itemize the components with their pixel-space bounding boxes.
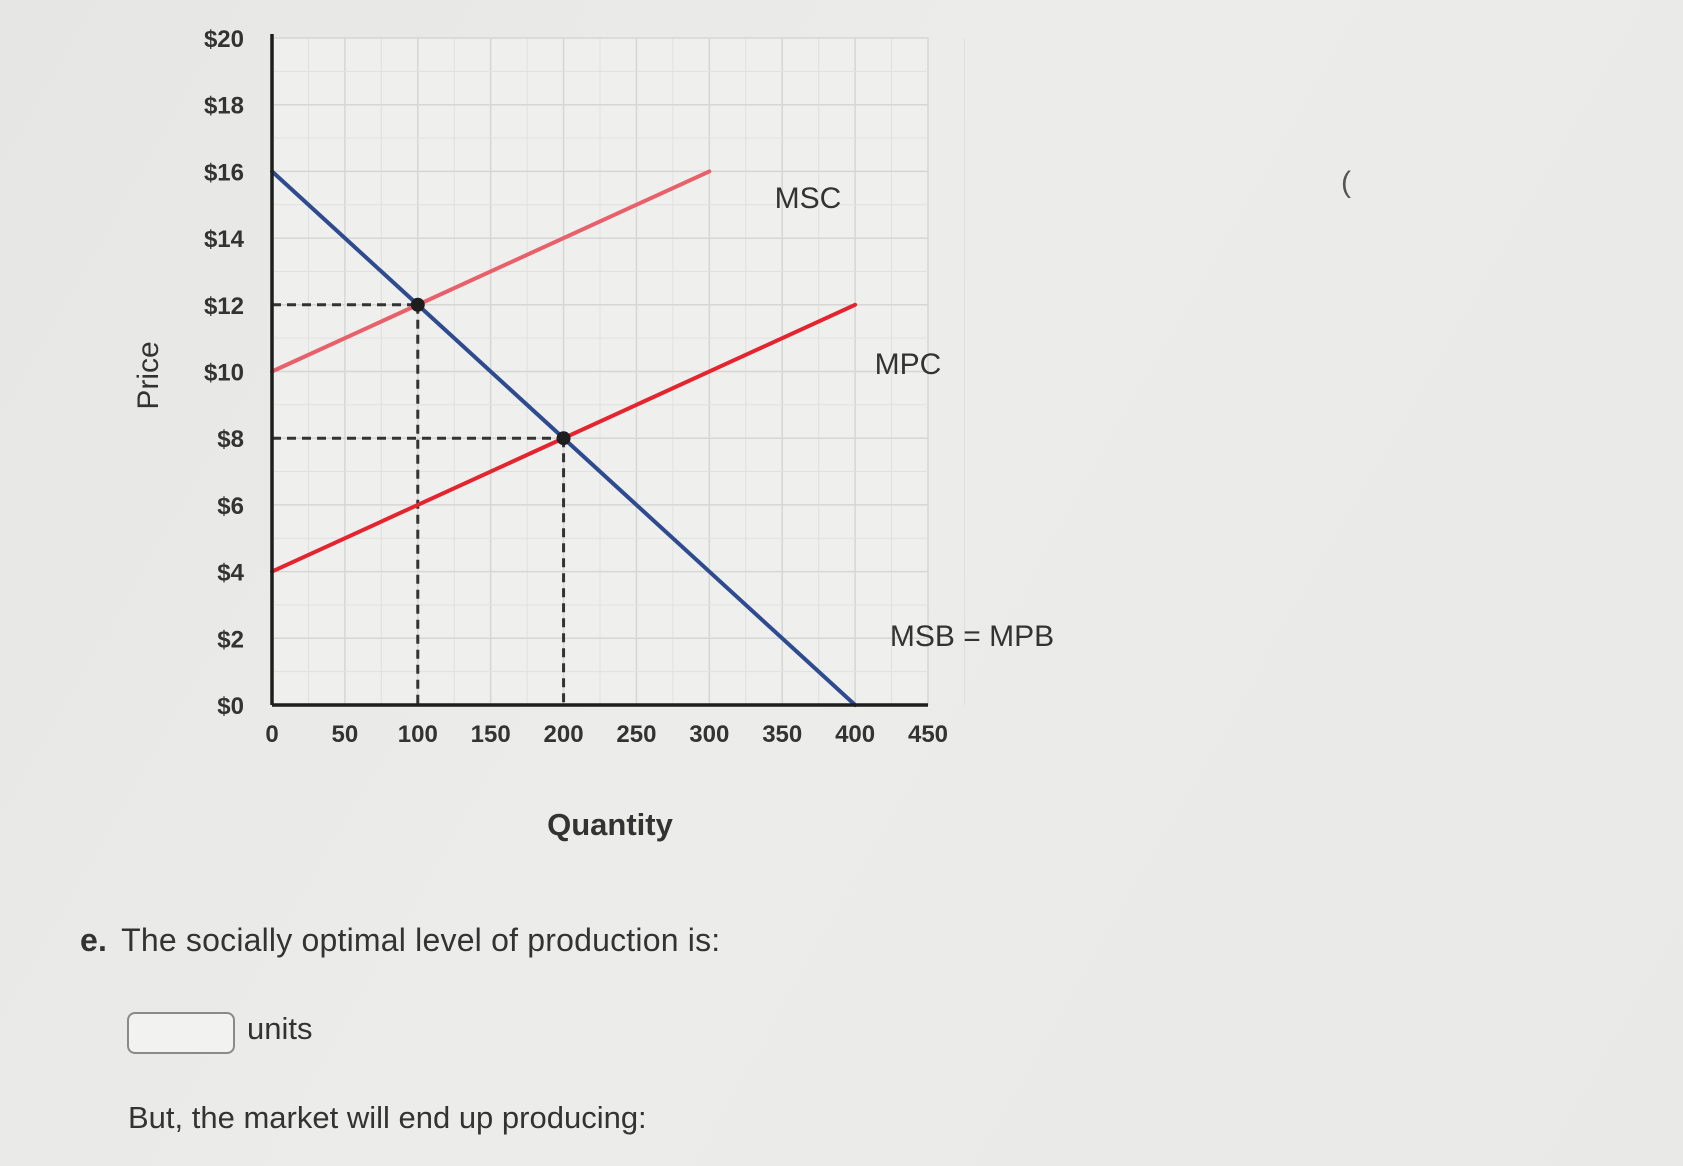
y-axis-title: Price (132, 341, 165, 409)
x-tick-label: 150 (471, 721, 511, 748)
x-tick-label: 250 (616, 721, 656, 748)
question-letter: e. (80, 922, 108, 958)
y-tick-label: $10 (204, 360, 244, 387)
y-tick-label: $14 (204, 226, 245, 253)
x-tick-label: 100 (398, 721, 438, 748)
y-tick-label: $2 (217, 626, 244, 653)
y-tick-label: $6 (217, 493, 244, 520)
question-e: e. The socially optimal level of producti… (80, 922, 720, 959)
x-tick-label: 50 (332, 721, 359, 748)
supply-demand-chart: $0 $2 $4 $6 $8 $10 $12 $14 $16 $18 $20 0 50 100 150 200… (132, 26, 1054, 842)
equilibrium-point (410, 297, 425, 312)
socially-optimal-units-input[interactable] (127, 1012, 235, 1054)
y-tick-label: $18 (204, 93, 244, 120)
y-tick-label: $8 (217, 426, 244, 453)
x-tick-label: 0 (265, 721, 278, 748)
market-production-question: But, the market will end up producing: (128, 1100, 647, 1135)
x-tick-label: 200 (544, 721, 584, 748)
y-tick-label: $16 (204, 159, 244, 186)
equilibrium-point (556, 431, 571, 446)
y-tick-label: $12 (204, 293, 244, 320)
x-tick-label: 450 (908, 721, 948, 748)
units-label: units (247, 1011, 313, 1046)
msb-mpb-label: MSB = MPB (890, 620, 1054, 653)
x-tick-label: 350 (762, 721, 802, 748)
y-tick-label: $0 (217, 693, 244, 720)
question-text: The socially optimal level of production… (121, 922, 721, 958)
msc-label: MSC (775, 182, 842, 215)
y-tick-label: $20 (204, 26, 244, 53)
stray-mark: ( (1341, 166, 1351, 199)
msc-curve (270, 169, 712, 374)
x-tick-label: 400 (835, 721, 875, 748)
answer-row: units (127, 1011, 313, 1054)
y-tick-label: $4 (217, 560, 244, 587)
mpc-label: MPC (875, 348, 942, 381)
x-axis-title: Quantity (547, 807, 673, 842)
x-tick-label: 300 (689, 721, 729, 748)
